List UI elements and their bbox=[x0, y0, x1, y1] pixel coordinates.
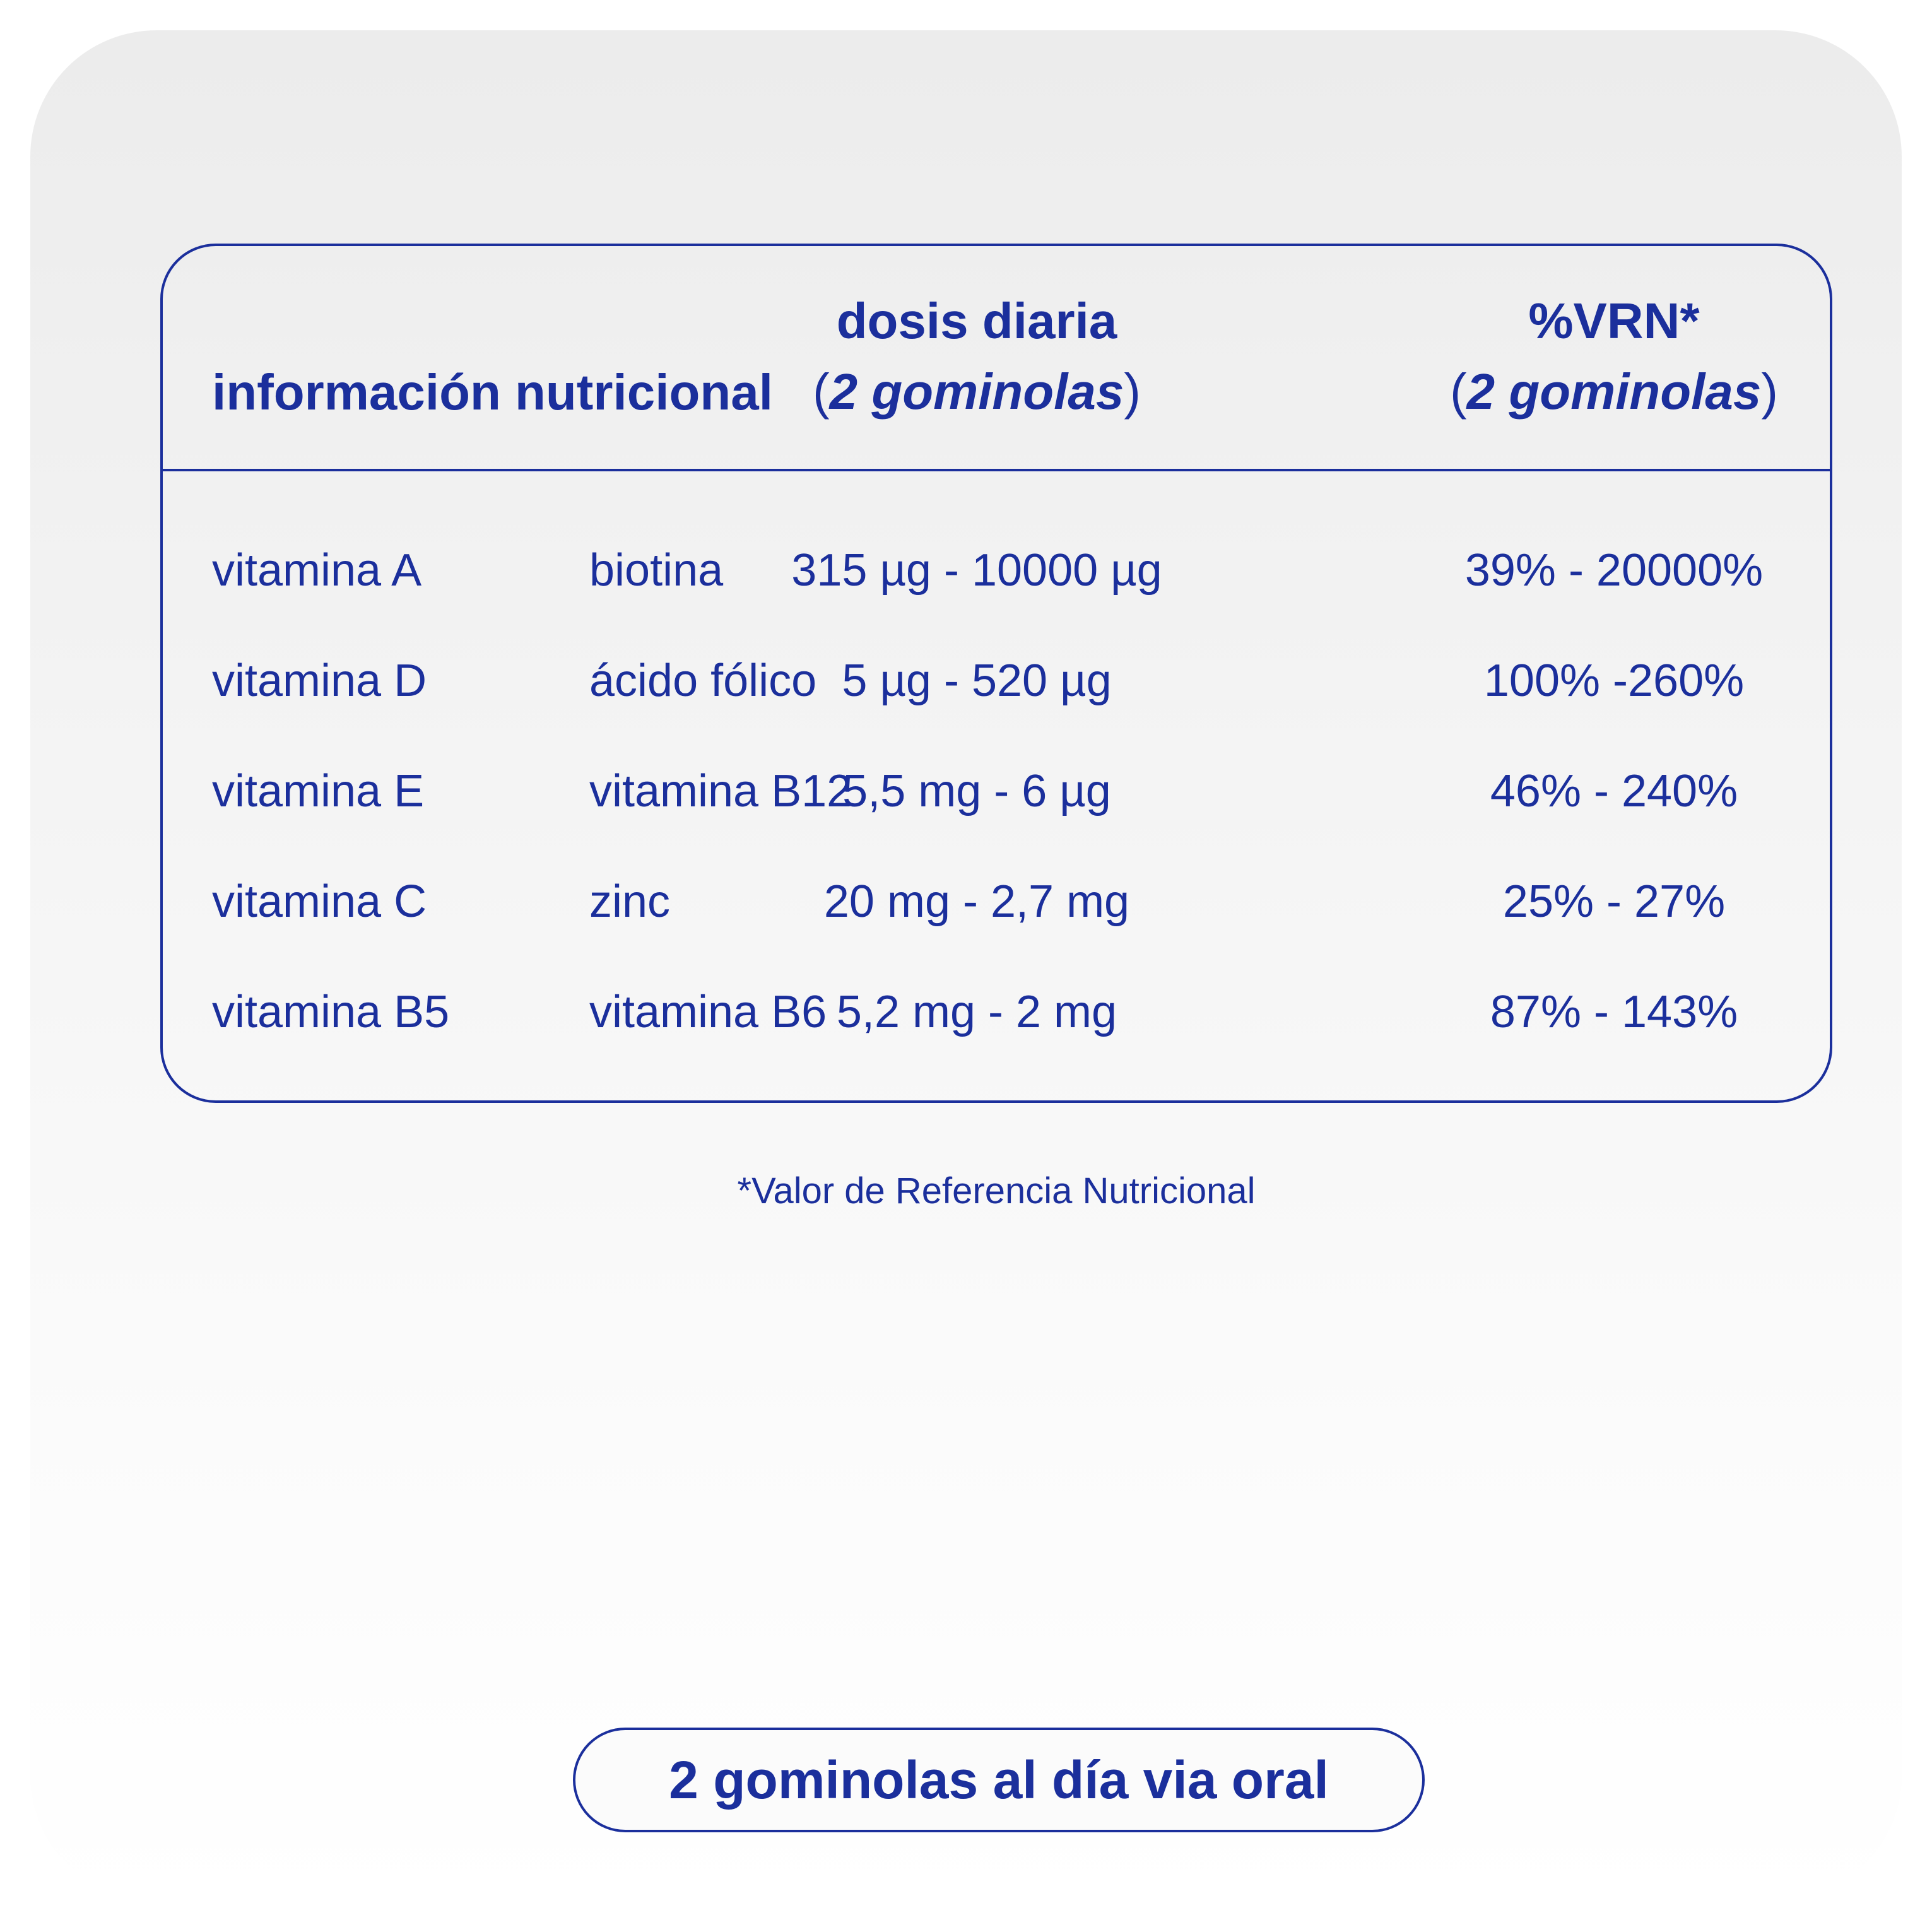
daily-dose-value: 315 µg - 10000 µg bbox=[791, 545, 1162, 596]
vrn-footnote: *Valor de Referencia Nutricional bbox=[737, 1170, 1256, 1211]
dose-unit-text: 2 gominolas bbox=[829, 363, 1124, 420]
daily-dose-value: 5,5 mg - 6 µg bbox=[842, 766, 1111, 816]
column-header-daily-dose-unit: (2 gominolas) bbox=[649, 356, 1305, 427]
paren-close: ) bbox=[1124, 363, 1141, 420]
nutrient-name: vitamina E bbox=[212, 766, 425, 816]
background-panel: información nutricional dosis diaria (2 … bbox=[30, 30, 1902, 1902]
header-divider bbox=[163, 469, 1830, 471]
nutrient-name: vitamina C bbox=[212, 876, 427, 927]
nutrient-name: vitamina A bbox=[212, 545, 422, 596]
column-header-daily-dose: dosis diaria (2 gominolas) bbox=[649, 286, 1305, 427]
daily-dose-value: 5,2 mg - 2 mg bbox=[836, 987, 1117, 1037]
nutrition-table: información nutricional dosis diaria (2 … bbox=[160, 244, 1832, 1103]
column-header-vrn: %VRN* (2 gominolas) bbox=[1393, 286, 1835, 427]
vrn-value: 46% - 240% bbox=[1490, 766, 1738, 816]
nutrient-name: biotina bbox=[589, 545, 724, 596]
paren-open: ( bbox=[812, 363, 830, 420]
table-row: vitamina A biotina 315 µg - 10000 µg 39%… bbox=[163, 539, 1830, 602]
vrn-unit-text: 2 gominolas bbox=[1466, 363, 1762, 420]
daily-dose-value: 5 µg - 520 µg bbox=[842, 656, 1112, 706]
nutrient-name: vitamina B12 bbox=[589, 766, 852, 816]
daily-dose-value: 20 mg - 2,7 mg bbox=[823, 876, 1130, 927]
paren-close: ) bbox=[1761, 363, 1779, 420]
nutrient-name: ácido fólico bbox=[589, 656, 817, 706]
nutrient-name: vitamina D bbox=[212, 656, 427, 706]
vrn-value: 87% - 143% bbox=[1490, 987, 1738, 1037]
column-header-daily-dose-label: dosis diaria bbox=[836, 293, 1117, 349]
table-row: vitamina E vitamina B12 5,5 mg - 6 µg 46… bbox=[163, 760, 1830, 823]
nutrient-name: vitamina B6 bbox=[589, 987, 827, 1037]
table-title: información nutricional bbox=[212, 364, 773, 420]
column-header-vrn-unit: (2 gominolas) bbox=[1393, 356, 1835, 427]
table-row: vitamina D ácido fólico 5 µg - 520 µg 10… bbox=[163, 649, 1830, 712]
vrn-value: 100% -260% bbox=[1483, 656, 1745, 706]
vrn-value: 25% - 27% bbox=[1502, 876, 1726, 927]
dosage-badge: 2 gominolas al día via oral bbox=[573, 1728, 1425, 1832]
table-row: vitamina B5 vitamina B6 5,2 mg - 2 mg 87… bbox=[163, 981, 1830, 1044]
vrn-value: 39% - 20000% bbox=[1464, 545, 1764, 596]
column-header-vrn-label: %VRN* bbox=[1528, 293, 1700, 349]
nutrient-name: zinc bbox=[589, 876, 671, 927]
paren-open: ( bbox=[1449, 363, 1467, 420]
table-row: vitamina C zinc 20 mg - 2,7 mg 25% - 27% bbox=[163, 870, 1830, 933]
nutrient-name: vitamina B5 bbox=[212, 987, 450, 1037]
